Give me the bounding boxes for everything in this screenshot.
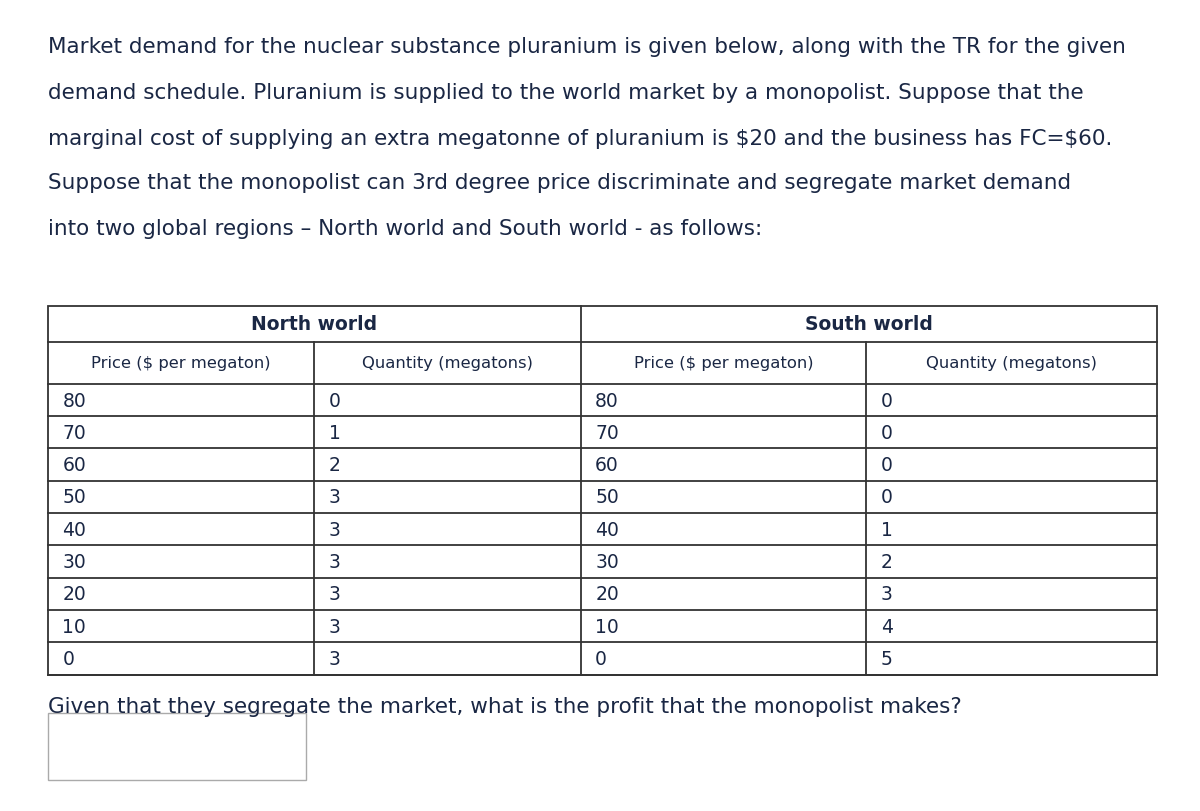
Text: 0: 0 [329, 391, 341, 410]
Text: 0: 0 [881, 488, 893, 507]
Text: 0: 0 [62, 649, 74, 668]
Text: 2: 2 [329, 456, 341, 474]
Text: 10: 10 [62, 617, 86, 636]
Text: 40: 40 [595, 520, 619, 539]
Text: 30: 30 [595, 552, 619, 571]
Text: 3: 3 [329, 552, 341, 571]
Text: 20: 20 [595, 585, 619, 603]
Text: 50: 50 [595, 488, 619, 507]
Text: 0: 0 [881, 423, 893, 442]
Text: 70: 70 [62, 423, 86, 442]
Text: 3: 3 [329, 520, 341, 539]
Text: 40: 40 [62, 520, 86, 539]
Text: 3: 3 [329, 617, 341, 636]
Text: 5: 5 [881, 649, 893, 668]
Text: 4: 4 [881, 617, 893, 636]
Bar [48, 307, 1157, 675]
Text: marginal cost of supplying an extra megatonne of pluranium is \$20 and the busin: marginal cost of supplying an extra mega… [48, 129, 1112, 149]
Text: 2: 2 [881, 552, 893, 571]
Text: 80: 80 [62, 391, 86, 410]
Text: South world: South world [805, 315, 932, 334]
Text: 20: 20 [62, 585, 86, 603]
Text: 1: 1 [329, 423, 341, 442]
Text: 30: 30 [62, 552, 86, 571]
Text: Given that they segregate the market, what is the profit that the monopolist mak: Given that they segregate the market, wh… [48, 696, 961, 716]
Text: 60: 60 [62, 456, 86, 474]
Text: North world: North world [251, 315, 378, 334]
Text: 60: 60 [595, 456, 619, 474]
Text: into two global regions – North world and South world - as follows:: into two global regions – North world an… [48, 219, 762, 239]
Text: Price (\$ per megaton): Price (\$ per megaton) [634, 356, 814, 371]
Bar [48, 713, 306, 780]
Text: Price (\$ per megaton): Price (\$ per megaton) [91, 356, 271, 371]
Text: 3: 3 [881, 585, 893, 603]
Text: 50: 50 [62, 488, 86, 507]
Text: 10: 10 [595, 617, 619, 636]
Text: 70: 70 [595, 423, 619, 442]
Text: 0: 0 [595, 649, 607, 668]
Text: 80: 80 [595, 391, 619, 410]
Text: 1: 1 [881, 520, 893, 539]
Text: Quantity (megatons): Quantity (megatons) [926, 356, 1097, 371]
Text: Market demand for the nuclear substance pluranium is given below, along with the: Market demand for the nuclear substance … [48, 36, 1126, 57]
Text: demand schedule. Pluranium is supplied to the world market by a monopolist. Supp: demand schedule. Pluranium is supplied t… [48, 83, 1084, 103]
Text: 0: 0 [881, 391, 893, 410]
Text: 0: 0 [881, 456, 893, 474]
Text: 3: 3 [329, 585, 341, 603]
Text: Suppose that the monopolist can 3rd degree price discriminate and segregate mark: Suppose that the monopolist can 3rd degr… [48, 173, 1072, 193]
Text: 3: 3 [329, 488, 341, 507]
Text: Quantity (megatons): Quantity (megatons) [362, 356, 533, 371]
Text: 3: 3 [329, 649, 341, 668]
